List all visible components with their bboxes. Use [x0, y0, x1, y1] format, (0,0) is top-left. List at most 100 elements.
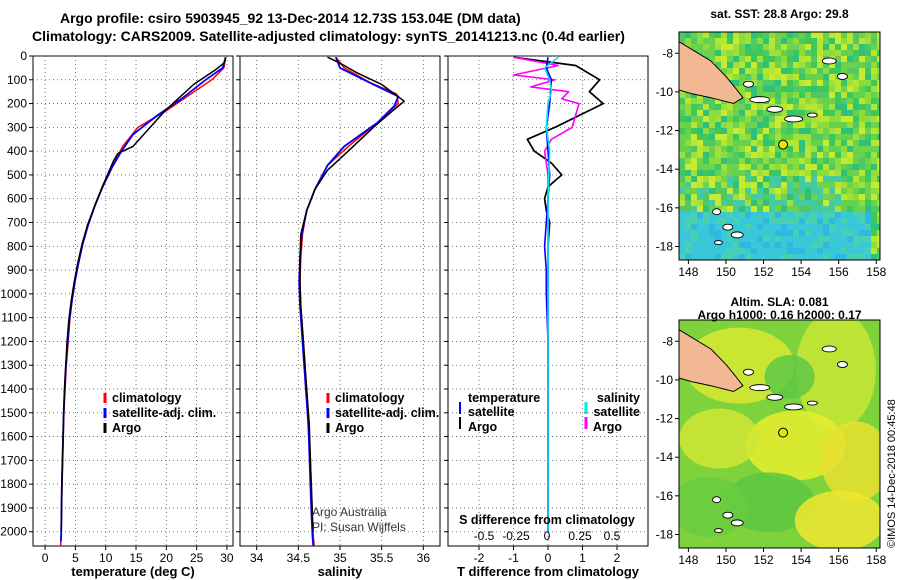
sst-cell: [781, 158, 787, 164]
sst-cell: [847, 206, 853, 212]
sst-cell: [781, 200, 787, 206]
sst-cell: [781, 104, 787, 110]
legend-entry: climatology: [335, 391, 405, 405]
sst-cell: [853, 146, 859, 152]
sst-cell: [787, 200, 793, 206]
sst-cell: [691, 32, 697, 38]
sst-cell: [871, 50, 877, 56]
sst-cell: [739, 92, 745, 98]
sst-cell: [745, 212, 751, 218]
sst-cell: [823, 254, 829, 260]
sst-cell: [835, 200, 841, 206]
sst-cell: [775, 248, 781, 254]
sst-cell: [775, 188, 781, 194]
sst-cell: [763, 230, 769, 236]
sst-cell: [727, 74, 733, 80]
sst-cell: [751, 200, 757, 206]
sst-cell: [805, 98, 811, 104]
sst-cell: [817, 194, 823, 200]
sst-cell: [721, 170, 727, 176]
sst-cell: [787, 164, 793, 170]
sst-cell: [829, 218, 835, 224]
sst-cell: [847, 98, 853, 104]
sst-cell: [841, 176, 847, 182]
sst-cell: [865, 92, 871, 98]
sst-cell: [715, 194, 721, 200]
sst-cell: [829, 68, 835, 74]
sst-cell: [859, 86, 865, 92]
sst-cell: [781, 38, 787, 44]
sst-cell: [823, 62, 829, 68]
sst-cell: [763, 110, 769, 116]
sst-cell: [847, 116, 853, 122]
sst-cell: [841, 182, 847, 188]
sst-cell: [859, 134, 865, 140]
x-tick-label: 35: [333, 551, 347, 565]
sst-cell: [799, 104, 805, 110]
sst-cell: [787, 92, 793, 98]
sst-cell: [835, 236, 841, 242]
x-tick-label: 2: [614, 551, 621, 565]
sst-cell: [775, 236, 781, 242]
sst-cell: [841, 140, 847, 146]
sst-cell: [709, 188, 715, 194]
sst-cell: [835, 56, 841, 62]
x-tick-label: 158: [866, 265, 886, 279]
sst-cell: [793, 242, 799, 248]
sst-cell: [781, 116, 787, 122]
sst-cell: [751, 212, 757, 218]
sst-cell: [691, 158, 697, 164]
plot-frame: [32, 55, 234, 547]
x-tick-label: 148: [678, 553, 698, 567]
sst-cell: [721, 176, 727, 182]
sst-cell: [775, 158, 781, 164]
island: [749, 96, 771, 104]
sst-cell: [841, 44, 847, 50]
sst-cell: [841, 206, 847, 212]
sst-cell: [859, 236, 865, 242]
sst-cell: [709, 38, 715, 44]
y-tick-label: -8: [662, 334, 673, 348]
sst-cell: [751, 104, 757, 110]
sst-cell: [841, 254, 847, 260]
sst-cell: [865, 158, 871, 164]
sst-cell: [877, 122, 880, 128]
sst-cell: [859, 74, 865, 80]
sst-cell: [757, 248, 763, 254]
sst-cell: [739, 86, 745, 92]
sst-cell: [697, 152, 703, 158]
sst-cell: [733, 224, 739, 230]
sst-cell: [787, 236, 793, 242]
sst-cell: [841, 56, 847, 62]
sst-cell: [769, 200, 775, 206]
sst-cell: [751, 248, 757, 254]
sst-cell: [805, 146, 811, 152]
sst-cell: [691, 188, 697, 194]
sst-cell: [685, 176, 691, 182]
sst-cell: [715, 236, 721, 242]
sst-cell: [871, 38, 877, 44]
sst-cell: [823, 38, 829, 44]
sst-cell: [751, 44, 757, 50]
sst-cell: [835, 98, 841, 104]
series-argo: [299, 56, 405, 532]
sst-cell: [871, 194, 877, 200]
sst-cell: [703, 110, 709, 116]
sst-cell: [865, 176, 871, 182]
sst-cell: [691, 248, 697, 254]
sst-cell: [829, 44, 835, 50]
sst-cell: [721, 218, 727, 224]
sst-cell: [679, 164, 685, 170]
sst-cell: [703, 182, 709, 188]
sst-cell: [721, 248, 727, 254]
sst-cell: [715, 104, 721, 110]
sst-cell: [697, 206, 703, 212]
sst-cell: [745, 140, 751, 146]
sst-cell: [823, 104, 829, 110]
sst-cell: [805, 32, 811, 38]
sst-cell: [823, 158, 829, 164]
sst-cell: [715, 254, 721, 260]
sst-cell: [709, 152, 715, 158]
sst-cell: [871, 158, 877, 164]
sst-cell: [685, 188, 691, 194]
